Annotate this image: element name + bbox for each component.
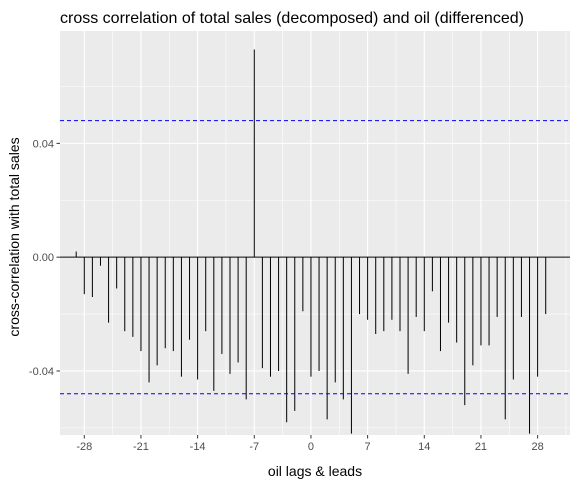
x-axis-ticks: -28 -21 -14 -7 0 7 14 21 28: [76, 435, 544, 453]
x-tick-label: 7: [365, 441, 371, 453]
ccf-bars: [75, 49, 547, 434]
x-tick-label: 28: [531, 441, 543, 453]
x-tick-label: -28: [76, 441, 92, 453]
x-tick-label: 0: [308, 441, 314, 453]
plot-panel: [60, 31, 570, 435]
chart-title: cross correlation of total sales (decomp…: [60, 10, 524, 27]
y-axis-ticks: -0.04 0.00 0.04: [29, 138, 60, 378]
x-axis-title: oil lags & leads: [268, 463, 362, 479]
x-tick-label: -21: [133, 441, 149, 453]
x-tick-label: 21: [475, 441, 487, 453]
y-axis-title: cross-correlation with total sales: [6, 137, 22, 336]
x-tick-label: -7: [249, 441, 259, 453]
x-tick-label: -14: [190, 441, 206, 453]
x-tick-label: 14: [418, 441, 430, 453]
y-tick-label: 0.04: [33, 138, 54, 150]
y-tick-label: 0.00: [33, 252, 54, 264]
grid-minor: [60, 31, 570, 435]
y-tick-label: -0.04: [29, 366, 54, 378]
confidence-bounds: [60, 120, 570, 395]
